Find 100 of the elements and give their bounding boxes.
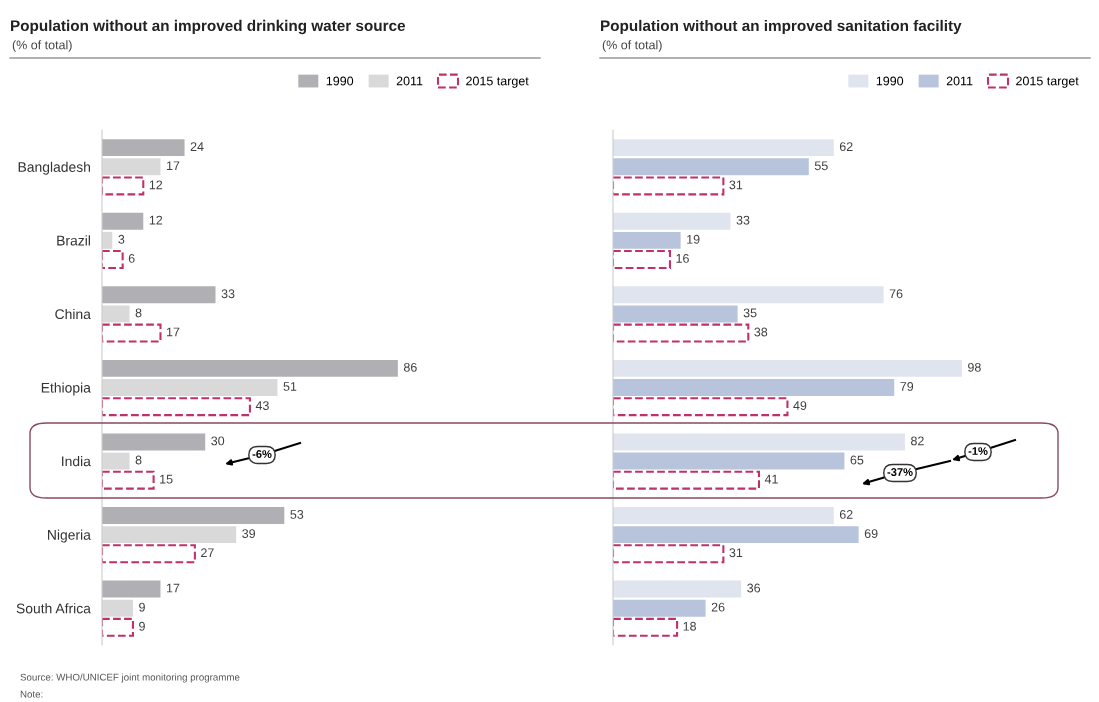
bar — [102, 139, 185, 157]
bar — [102, 249, 124, 269]
y-tick-label: China — [55, 308, 91, 320]
data-label: 26 — [711, 602, 725, 612]
data-label: 79 — [900, 382, 914, 391]
data-label: 3 — [118, 234, 125, 244]
data-label: 43 — [255, 401, 269, 410]
bar — [102, 379, 278, 396]
data-label: 19 — [687, 234, 700, 244]
bar — [102, 507, 285, 524]
y-tick-label: Bangladesh — [18, 161, 90, 175]
data-label: 17 — [166, 327, 180, 337]
data-label: 8 — [135, 455, 142, 465]
bar — [102, 452, 130, 470]
bar — [613, 379, 895, 396]
data-label: 33 — [736, 215, 750, 225]
data-label: 17 — [166, 583, 180, 593]
annotation: -37% — [887, 468, 913, 476]
data-label: 31 — [729, 180, 743, 190]
data-label: 65 — [850, 455, 864, 465]
legend-label: 2015 target — [466, 76, 529, 88]
y-tick-label: India — [62, 456, 91, 467]
bar — [613, 617, 679, 637]
y-tick-label: Brazil — [57, 235, 90, 246]
bar — [102, 176, 145, 196]
bar — [102, 286, 216, 304]
data-label: 38 — [754, 327, 768, 337]
bar — [102, 526, 237, 544]
data-label: 86 — [403, 362, 417, 372]
data-label: 39 — [242, 529, 256, 538]
data-label: 15 — [160, 474, 173, 484]
data-label: 69 — [864, 529, 878, 538]
bar — [102, 397, 251, 417]
bar — [613, 212, 731, 230]
bar — [613, 305, 738, 323]
data-label: 35 — [743, 308, 757, 318]
data-label: 82 — [911, 436, 924, 446]
bar — [613, 599, 706, 617]
bar — [613, 526, 859, 544]
bar — [613, 323, 750, 343]
bar — [613, 397, 789, 417]
bar — [102, 359, 398, 377]
annotation: -6% — [252, 450, 272, 458]
data-label: 16 — [676, 253, 689, 263]
data-label: 49 — [793, 401, 807, 410]
data-label: 31 — [729, 548, 743, 558]
bar — [613, 158, 809, 176]
bar — [102, 158, 161, 176]
bar — [102, 433, 206, 451]
data-label: 30 — [211, 436, 225, 446]
bar — [102, 544, 196, 564]
data-label: 9 — [139, 602, 145, 612]
y-tick-label: Nigeria — [48, 529, 91, 543]
bar — [102, 323, 162, 343]
chart-subtitle: (% of total) — [602, 40, 662, 52]
bar — [613, 507, 834, 524]
chart-title: Population without an improved sanitation facility — [601, 19, 962, 35]
bar — [613, 544, 725, 564]
y-tick-label: South Africa — [16, 603, 91, 614]
data-label: 18 — [683, 621, 696, 631]
bar — [613, 286, 884, 304]
data-label: 98 — [968, 362, 981, 372]
data-label: 27 — [201, 548, 214, 557]
y-tick-label: Ethiopia — [41, 382, 91, 396]
data-label: 55 — [814, 161, 828, 171]
bar — [613, 176, 725, 196]
bar — [102, 212, 144, 230]
data-label: 53 — [290, 510, 304, 519]
data-label: 12 — [149, 180, 163, 190]
text: -1% — [968, 447, 988, 455]
data-label: 76 — [889, 289, 903, 299]
bar — [613, 452, 845, 470]
bar — [102, 470, 155, 490]
bar — [102, 599, 133, 617]
data-label: 12 — [149, 215, 163, 225]
data-label: 9 — [139, 621, 145, 631]
legend-label: 2015 target — [1016, 76, 1079, 88]
bar — [613, 470, 760, 490]
data-label: 51 — [283, 382, 297, 391]
bar — [102, 580, 161, 598]
data-label: 41 — [764, 474, 778, 484]
bar — [613, 433, 905, 451]
source-note: Source: WHO/UNICEF joint monitoring programme — [20, 673, 240, 683]
data-label: 17 — [166, 161, 180, 171]
bar — [613, 231, 681, 249]
chart-title: Population without an improved drinking water source — [11, 19, 406, 35]
data-label: 33 — [221, 289, 235, 299]
bar — [102, 617, 134, 637]
data-label: 6 — [128, 253, 135, 263]
bar — [613, 139, 834, 157]
data-label: 8 — [135, 308, 142, 318]
legend-label: 1990 — [876, 76, 904, 86]
bar — [102, 305, 130, 323]
chart-subtitle: (% of total) — [12, 40, 72, 52]
data-label: 62 — [839, 142, 853, 152]
legend-label: 2011 — [396, 76, 423, 86]
bar — [613, 580, 742, 598]
legend-label: 1990 — [326, 76, 354, 86]
legend-label: 2011 — [946, 76, 973, 86]
data-label: 24 — [190, 142, 204, 151]
